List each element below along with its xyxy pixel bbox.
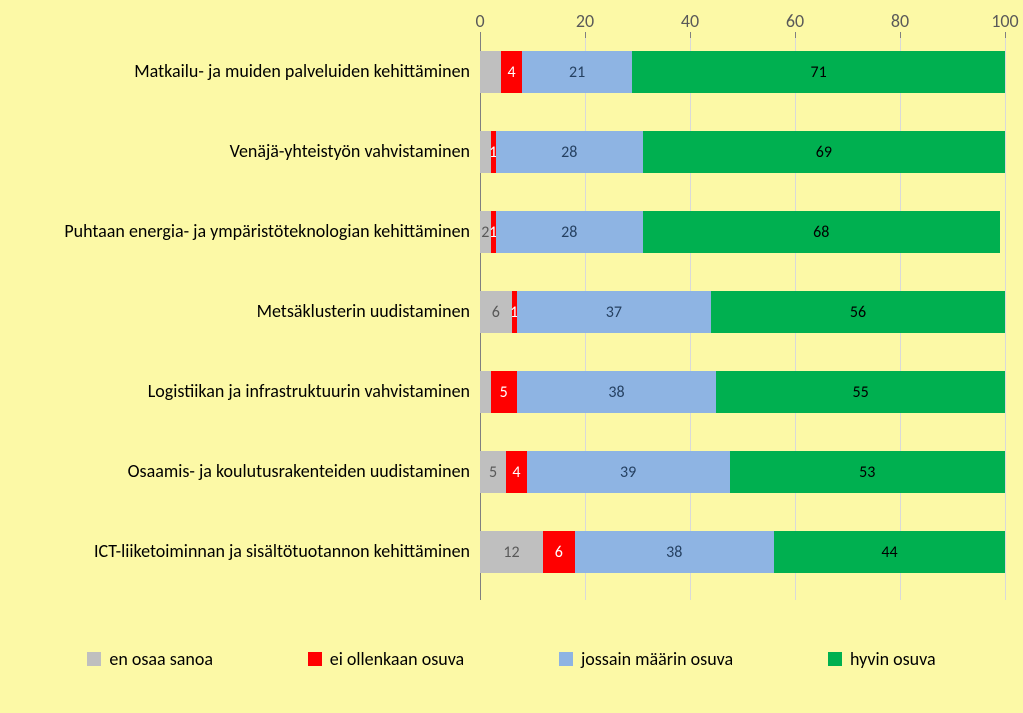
bar-segment-jossain_maarin: 38	[575, 531, 775, 573]
bar-segment-hyvin_osuva: 55	[716, 371, 1005, 413]
x-tick-label: 20	[576, 10, 594, 32]
bar-segment-en_osaa_sanoa	[480, 51, 501, 93]
category-label: Venäjä-yhteistyön vahvistaminen	[10, 121, 470, 183]
bar-segment-hyvin_osuva: 71	[632, 51, 1005, 93]
legend-swatch	[559, 652, 573, 666]
bar-value-label: 12	[503, 543, 519, 562]
category-label: Metsäklusterin uudistaminen	[10, 281, 470, 343]
legend-swatch	[87, 652, 101, 666]
bar-value-label: 39	[620, 463, 636, 482]
legend-swatch	[828, 652, 842, 666]
bar-segment-jossain_maarin: 28	[496, 211, 643, 253]
legend-item: jossain määrin osuva	[559, 648, 733, 670]
legend-item: en osaa sanoa	[87, 648, 213, 670]
bar-segment-en_osaa_sanoa	[480, 371, 491, 413]
bar-row: 613756	[480, 291, 1005, 333]
legend-label: en osaa sanoa	[109, 648, 213, 670]
bar-value-label: 53	[859, 463, 875, 482]
legend-item: ei ollenkaan osuva	[308, 648, 464, 670]
bar-value-label: 28	[561, 143, 577, 162]
bar-segment-ei_ollenkaan: 6	[543, 531, 575, 573]
bar-value-label: 5	[489, 463, 497, 482]
bar-row: 4 21 71	[480, 51, 1005, 93]
legend-label: ei ollenkaan osuva	[330, 648, 464, 670]
bar-value-label: 28	[561, 223, 577, 242]
bar-segment-hyvin_osuva: 44	[774, 531, 1005, 573]
x-tick-label: 60	[786, 10, 804, 32]
bar-row: 12869	[480, 131, 1005, 173]
legend-label: jossain määrin osuva	[581, 648, 733, 670]
bar-row: 5 38 55	[480, 371, 1005, 413]
bar-segment-jossain_maarin: 37	[517, 291, 711, 333]
x-tick-mark	[900, 32, 901, 38]
x-tick-label: 40	[681, 10, 699, 32]
bar-value-label: 69	[816, 143, 832, 162]
bar-segment-ei_ollenkaan: 5	[491, 371, 517, 413]
x-tick-label: 80	[891, 10, 909, 32]
bar-row: 12 6 38 44	[480, 531, 1005, 573]
category-label: Logistiikan ja infrastruktuurin vahvista…	[10, 361, 470, 423]
legend-label: hyvin osuva	[850, 648, 936, 670]
bar-segment-jossain_maarin: 21	[522, 51, 632, 93]
bar-segment-ei_ollenkaan: 4	[501, 51, 522, 93]
bar-value-label: 55	[853, 383, 869, 402]
x-tick-label: 0	[475, 10, 484, 32]
bar-value-label: 5	[500, 383, 508, 402]
bar-value-label: 6	[492, 303, 500, 322]
x-tick-mark	[795, 32, 796, 38]
category-label: Osaamis- ja koulutusrakenteiden uudistam…	[10, 441, 470, 503]
gridline	[1005, 38, 1006, 600]
bar-value-label: 71	[811, 63, 827, 82]
bar-value-label: 38	[666, 543, 682, 562]
bar-value-label: 6	[555, 543, 563, 562]
x-tick-mark	[690, 32, 691, 38]
bar-segment-en_osaa_sanoa: 5	[480, 451, 506, 493]
bar-segment-jossain_maarin: 38	[517, 371, 717, 413]
bar-segment-hyvin_osuva: 56	[711, 291, 1005, 333]
category-label: Puhtaan energia- ja ympäristöteknologian…	[10, 201, 470, 263]
bar-segment-hyvin_osuva: 53	[730, 451, 1006, 493]
x-tick-label: 100	[991, 10, 1018, 32]
bar-segment-en_osaa_sanoa: 12	[480, 531, 543, 573]
bar-segment-hyvin_osuva: 69	[643, 131, 1005, 173]
bar-value-label: 4	[507, 63, 515, 82]
bar-row: 212868	[480, 211, 1005, 253]
bar-segment-ei_ollenkaan: 4	[506, 451, 527, 493]
bar-value-label: 21	[569, 63, 585, 82]
bar-row: 54 39 53	[480, 451, 1005, 493]
legend-item: hyvin osuva	[828, 648, 936, 670]
bar-value-label: 44	[881, 543, 897, 562]
bar-value-label: 4	[512, 463, 520, 482]
legend-swatch	[308, 652, 322, 666]
category-label: ICT-liiketoiminnan ja sisältötuotannon k…	[10, 521, 470, 583]
bar-segment-jossain_maarin: 39	[527, 451, 730, 493]
bar-value-label: 56	[850, 303, 866, 322]
chart-container: en osaa sanoa ei ollenkaan osuva jossain m…	[0, 0, 1023, 713]
bar-segment-hyvin_osuva: 68	[643, 211, 1000, 253]
x-tick-mark	[585, 32, 586, 38]
bar-value-label: 37	[606, 303, 622, 322]
bar-segment-en_osaa_sanoa: 6	[480, 291, 512, 333]
bar-value-label: 68	[813, 223, 829, 242]
category-label: Matkailu- ja muiden palveluiden kehittäm…	[10, 41, 470, 103]
legend: en osaa sanoa ei ollenkaan osuva jossain m…	[40, 648, 983, 670]
bar-value-label: 2	[481, 223, 489, 242]
bar-segment-jossain_maarin: 28	[496, 131, 643, 173]
bar-value-label: 38	[608, 383, 624, 402]
x-tick-mark	[1005, 32, 1006, 38]
